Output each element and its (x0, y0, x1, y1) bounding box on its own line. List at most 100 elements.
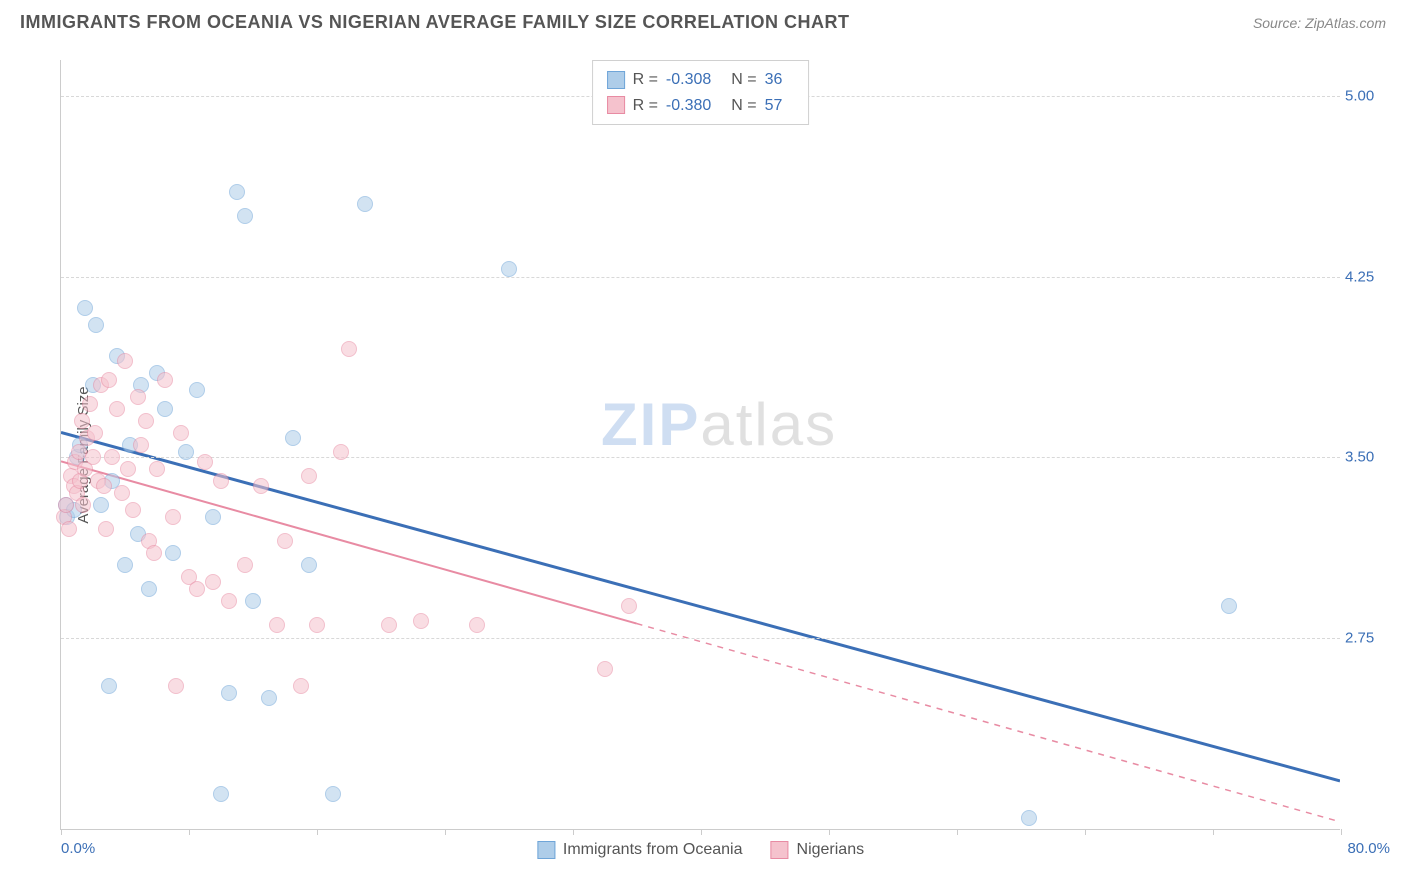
scatter-point-oceania (285, 430, 301, 446)
x-tick (829, 829, 830, 835)
scatter-point-nigerians (101, 372, 117, 388)
scatter-point-nigerians (82, 396, 98, 412)
header: IMMIGRANTS FROM OCEANIA VS NIGERIAN AVER… (0, 0, 1406, 41)
chart-title: IMMIGRANTS FROM OCEANIA VS NIGERIAN AVER… (20, 12, 850, 33)
scatter-point-nigerians (621, 598, 637, 614)
scatter-point-nigerians (165, 509, 181, 525)
scatter-point-oceania (189, 382, 205, 398)
stats-row-oceania: R = -0.308N = 36 (607, 67, 795, 93)
scatter-point-nigerians (146, 545, 162, 561)
scatter-point-nigerians (149, 461, 165, 477)
scatter-point-oceania (229, 184, 245, 200)
scatter-point-nigerians (197, 454, 213, 470)
scatter-point-nigerians (98, 521, 114, 537)
scatter-point-oceania (88, 317, 104, 333)
x-tick (317, 829, 318, 835)
x-tick (573, 829, 574, 835)
source-prefix: Source: (1253, 15, 1305, 31)
source-name: ZipAtlas.com (1305, 15, 1386, 31)
scatter-point-nigerians (237, 557, 253, 573)
scatter-point-nigerians (301, 468, 317, 484)
scatter-point-nigerians (96, 478, 112, 494)
scatter-point-nigerians (168, 678, 184, 694)
scatter-point-oceania (157, 401, 173, 417)
y-tick-label: 4.25 (1345, 268, 1390, 285)
scatter-point-nigerians (173, 425, 189, 441)
x-tick (189, 829, 190, 835)
scatter-point-nigerians (309, 617, 325, 633)
stats-row-nigerians: R = -0.380N = 57 (607, 93, 795, 119)
scatter-point-nigerians (125, 502, 141, 518)
stat-r-label: R = (633, 67, 658, 93)
scatter-point-oceania (1021, 810, 1037, 826)
scatter-point-oceania (245, 593, 261, 609)
x-tick (445, 829, 446, 835)
regression-line-nigerians-extrapolated (637, 624, 1340, 822)
scatter-point-nigerians (87, 425, 103, 441)
x-tick (1341, 829, 1342, 835)
x-tick (1085, 829, 1086, 835)
scatter-point-nigerians (213, 473, 229, 489)
scatter-point-oceania (205, 509, 221, 525)
scatter-point-oceania (237, 208, 253, 224)
stat-n-label: N = (731, 67, 756, 93)
scatter-point-nigerians (221, 593, 237, 609)
scatter-point-nigerians (413, 613, 429, 629)
x-tick (957, 829, 958, 835)
y-tick-label: 3.50 (1345, 449, 1390, 466)
legend-item-nigerians: Nigerians (771, 841, 865, 859)
regression-lines-layer (61, 60, 1340, 829)
scatter-point-oceania (501, 261, 517, 277)
x-max-label: 80.0% (1347, 840, 1390, 857)
y-tick-label: 2.75 (1345, 629, 1390, 646)
scatter-point-nigerians (138, 413, 154, 429)
legend-label: Nigerians (797, 841, 865, 859)
scatter-point-oceania (357, 196, 373, 212)
plot-area: ZIPatlas R = -0.308N = 36R = -0.380N = 5… (60, 60, 1340, 830)
scatter-point-nigerians (157, 372, 173, 388)
scatter-point-nigerians (109, 401, 125, 417)
legend-swatch-oceania (537, 841, 555, 859)
scatter-point-nigerians (104, 449, 120, 465)
stat-n-value: 36 (765, 67, 783, 93)
gridline (61, 277, 1340, 278)
watermark-part1: ZIP (601, 391, 700, 458)
stats-legend-box: R = -0.308N = 36R = -0.380N = 57 (592, 60, 810, 125)
scatter-point-oceania (1221, 598, 1237, 614)
scatter-point-nigerians (130, 389, 146, 405)
scatter-point-nigerians (341, 341, 357, 357)
bottom-legend: Immigrants from Oceania Nigerians (537, 841, 864, 859)
source-attribution: Source: ZipAtlas.com (1253, 15, 1386, 31)
scatter-point-oceania (261, 690, 277, 706)
scatter-point-nigerians (269, 617, 285, 633)
scatter-point-nigerians (75, 497, 91, 513)
x-tick (1213, 829, 1214, 835)
swatch-nigerians (607, 96, 625, 114)
scatter-point-oceania (93, 497, 109, 513)
stat-r-label: R = (633, 93, 658, 119)
watermark-part2: atlas (700, 391, 837, 458)
scatter-point-nigerians (597, 661, 613, 677)
scatter-point-nigerians (253, 478, 269, 494)
watermark: ZIPatlas (601, 390, 837, 459)
scatter-point-nigerians (117, 353, 133, 369)
scatter-point-nigerians (205, 574, 221, 590)
scatter-point-nigerians (189, 581, 205, 597)
x-tick (61, 829, 62, 835)
gridline (61, 638, 1340, 639)
scatter-point-nigerians (61, 521, 77, 537)
swatch-oceania (607, 71, 625, 89)
scatter-point-oceania (178, 444, 194, 460)
x-min-label: 0.0% (61, 840, 95, 857)
scatter-point-nigerians (85, 449, 101, 465)
stat-r-value: -0.380 (666, 93, 711, 119)
scatter-point-oceania (101, 678, 117, 694)
scatter-point-oceania (77, 300, 93, 316)
scatter-point-nigerians (333, 444, 349, 460)
legend-label: Immigrants from Oceania (563, 841, 743, 859)
scatter-point-nigerians (469, 617, 485, 633)
x-tick (701, 829, 702, 835)
scatter-point-nigerians (120, 461, 136, 477)
scatter-point-oceania (165, 545, 181, 561)
scatter-point-oceania (141, 581, 157, 597)
